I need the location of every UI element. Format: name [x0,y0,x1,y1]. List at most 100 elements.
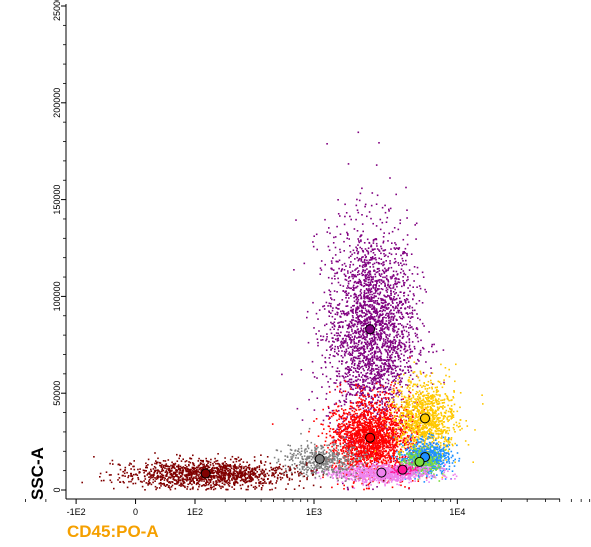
event-dot [444,406,446,408]
event-dot [383,367,385,369]
event-dot [358,409,360,411]
event-dot [349,354,351,356]
event-dot [401,331,403,334]
event-dot [329,328,332,331]
event-dot [349,280,352,282]
event-dot [405,402,408,405]
event-dot [377,448,379,451]
event-dot [373,458,376,460]
event-dot [354,394,357,396]
event-dot [340,450,343,452]
event-dot [383,365,385,368]
event-dot [376,315,378,317]
event-dot [368,316,370,318]
event-dot [403,291,406,294]
event-dot [354,455,357,457]
event-dot [395,375,398,378]
event-dot [396,285,398,288]
event-dot [346,331,348,333]
event-dot [357,317,360,319]
event-dot [355,282,358,284]
event-dot [369,342,371,345]
event-dot [379,418,382,421]
event-dot [376,303,378,305]
event-dot [398,436,401,438]
event-dot [420,411,422,413]
event-dot [355,295,358,298]
event-dot [376,444,379,447]
event-dot [384,402,386,405]
event-dot [347,454,350,456]
event-dot [362,417,365,419]
event-dot [379,455,381,457]
event-dot [373,292,375,295]
event-dot [327,446,329,449]
event-dot [365,376,368,378]
event-dot [447,410,450,413]
event-dot [342,341,344,344]
event-dot [431,394,434,396]
event-dot [345,394,348,396]
event-dot [351,448,353,450]
event-dot [366,444,369,447]
event-dot [396,334,398,336]
event-dot [398,461,400,464]
event-dot [378,249,380,251]
event-dot [351,434,353,437]
event-dot [358,439,360,442]
event-dot [348,440,350,442]
event-dot [330,349,332,351]
event-dot [365,263,368,266]
event-dot [382,270,385,273]
event-dot [369,304,372,306]
event-dot [364,374,367,377]
event-dot [389,365,391,367]
event-dot [378,316,381,319]
event-dot [371,455,373,457]
event-dot [414,383,416,386]
event-dot [372,318,375,321]
event-dot [398,428,400,430]
event-dot [370,413,372,416]
event-dot [343,488,345,490]
event-dot [362,438,365,441]
event-dot [339,315,341,318]
event-dot [401,455,404,458]
event-dot [348,378,351,381]
event-dot [430,367,432,369]
event-dot [360,260,362,262]
event-dot [386,339,389,342]
event-dot [385,270,387,273]
event-dot [359,264,361,267]
event-dot [409,326,412,329]
event-dot [329,391,331,393]
event-dot [402,270,405,272]
event-dot [356,448,359,451]
event-dot [367,392,369,395]
event-dot [364,256,367,259]
event-dot [384,416,386,419]
event-dot [424,404,426,406]
event-dot [448,438,451,440]
event-dot [397,333,400,336]
event-dot [365,359,367,361]
event-dot [349,368,351,370]
event-dot [394,342,396,345]
event-dot [369,423,371,426]
event-dot [382,236,385,238]
event-dot [390,248,392,250]
event-dot [383,424,385,427]
event-dot [372,432,374,435]
event-dot [371,192,374,194]
event-dot [379,381,381,384]
event-dot [387,366,390,368]
event-dot [358,430,360,432]
event-dot [452,410,455,413]
event-dot [374,300,376,302]
event-dot [334,272,336,275]
event-dot [385,341,387,344]
event-dot [329,442,332,445]
event-dot [404,273,407,276]
event-dot [339,401,342,403]
event-dot [368,343,370,345]
